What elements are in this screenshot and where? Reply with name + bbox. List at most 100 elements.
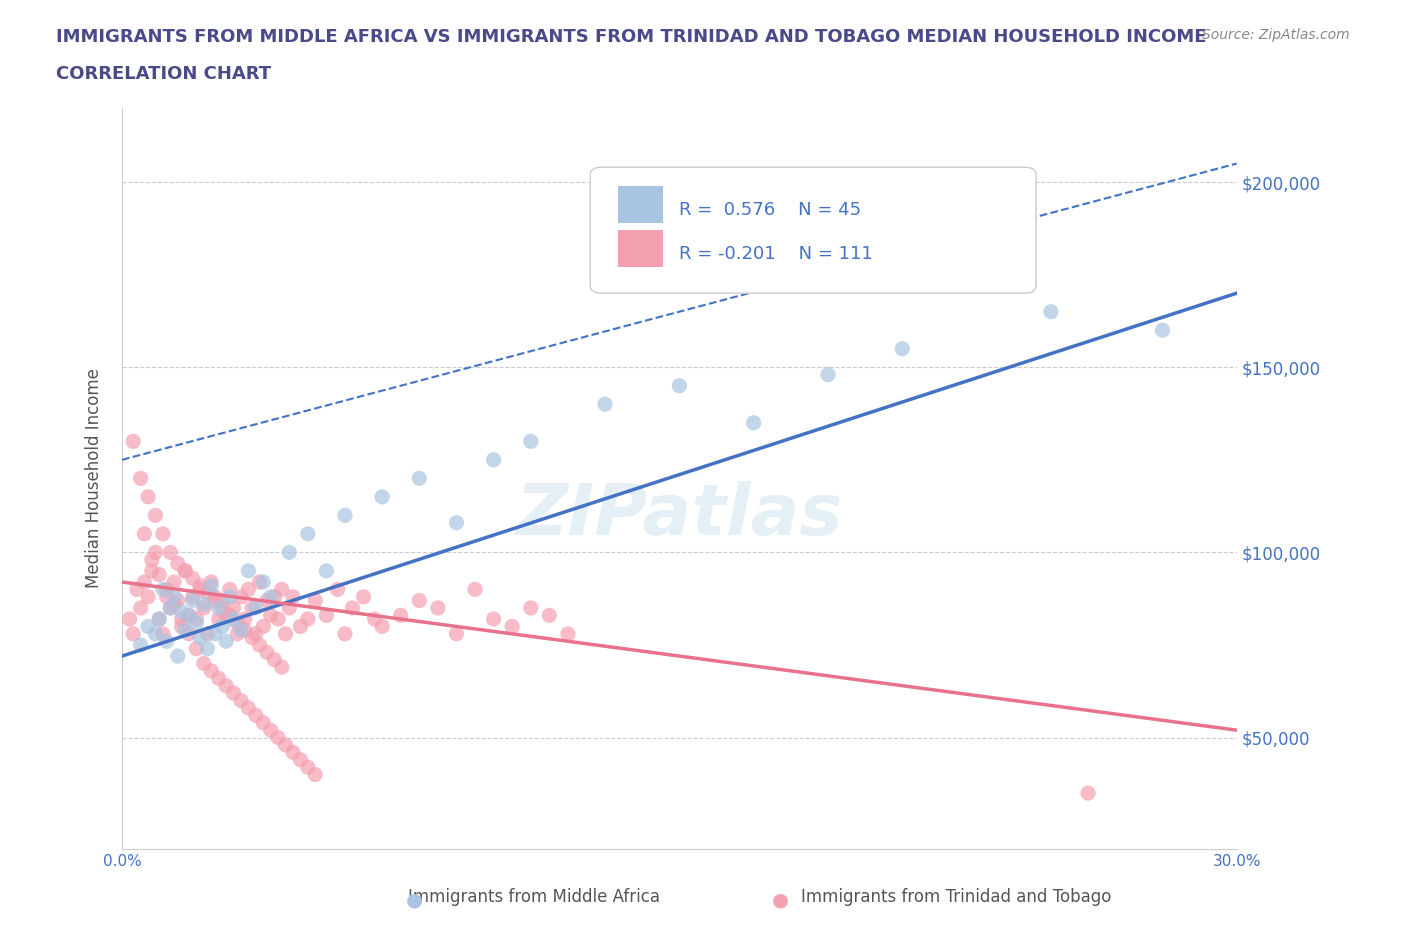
Point	[163, 590, 186, 604]
Point	[166, 593, 188, 608]
Point	[156, 590, 179, 604]
Point	[181, 590, 204, 604]
Text: R =  0.576    N = 45: R = 0.576 N = 45	[679, 201, 862, 219]
Text: ●: ●	[406, 891, 423, 910]
Point	[256, 593, 278, 608]
Point	[122, 627, 145, 642]
Point	[204, 593, 226, 608]
Point	[249, 638, 271, 653]
Point	[218, 590, 240, 604]
Point	[163, 597, 186, 612]
Point	[129, 638, 152, 653]
Point	[159, 601, 181, 616]
Point	[240, 601, 263, 616]
Point	[278, 545, 301, 560]
Point	[208, 612, 231, 627]
Point	[136, 619, 159, 634]
Point	[333, 508, 356, 523]
Point	[742, 416, 765, 431]
Point	[166, 556, 188, 571]
Point	[129, 601, 152, 616]
Point	[229, 623, 252, 638]
Point	[170, 612, 193, 627]
FancyBboxPatch shape	[619, 186, 662, 223]
Point	[174, 564, 197, 578]
Point	[129, 471, 152, 485]
Point	[215, 634, 238, 649]
Point	[163, 575, 186, 590]
Point	[256, 644, 278, 659]
Point	[226, 627, 249, 642]
Point	[260, 590, 283, 604]
Point	[211, 619, 233, 634]
Point	[215, 608, 238, 623]
Point	[174, 623, 197, 638]
Point	[152, 526, 174, 541]
Point	[141, 564, 163, 578]
Point	[519, 601, 541, 616]
Point	[482, 452, 505, 467]
Point	[315, 608, 337, 623]
Point	[152, 582, 174, 597]
Point	[188, 631, 211, 645]
Point	[229, 590, 252, 604]
Point	[148, 612, 170, 627]
Point	[177, 608, 200, 623]
Point	[229, 693, 252, 708]
Point	[501, 619, 523, 634]
Point	[197, 627, 219, 642]
Point	[267, 730, 290, 745]
Point	[218, 608, 240, 623]
Point	[260, 723, 283, 737]
Point	[557, 627, 579, 642]
Point	[145, 627, 167, 642]
Text: Source: ZipAtlas.com: Source: ZipAtlas.com	[1202, 28, 1350, 42]
Point	[270, 582, 292, 597]
Point	[371, 489, 394, 504]
Point	[364, 612, 387, 627]
Point	[222, 612, 245, 627]
Point	[238, 700, 260, 715]
Point	[817, 367, 839, 382]
Point	[297, 612, 319, 627]
Point	[152, 627, 174, 642]
Point	[177, 627, 200, 642]
Point	[304, 767, 326, 782]
Point	[204, 590, 226, 604]
Point	[538, 608, 561, 623]
Point	[215, 678, 238, 693]
Point	[446, 627, 468, 642]
Point	[263, 590, 285, 604]
Point	[1039, 304, 1062, 319]
FancyBboxPatch shape	[619, 231, 662, 267]
Point	[408, 593, 430, 608]
Point	[197, 586, 219, 601]
Point	[134, 575, 156, 590]
Point	[218, 582, 240, 597]
Text: IMMIGRANTS FROM MIDDLE AFRICA VS IMMIGRANTS FROM TRINIDAD AND TOBAGO MEDIAN HOUS: IMMIGRANTS FROM MIDDLE AFRICA VS IMMIGRA…	[56, 28, 1206, 46]
Point	[304, 593, 326, 608]
Point	[245, 627, 267, 642]
Point	[181, 571, 204, 586]
Text: R = -0.201    N = 111: R = -0.201 N = 111	[679, 245, 873, 263]
Point	[252, 575, 274, 590]
Point	[464, 582, 486, 597]
Point	[891, 341, 914, 356]
Text: ZIPatlas: ZIPatlas	[516, 481, 844, 550]
Point	[342, 601, 364, 616]
Point	[222, 601, 245, 616]
Point	[181, 593, 204, 608]
Point	[208, 601, 231, 616]
Point	[186, 641, 208, 656]
Point	[148, 567, 170, 582]
Point	[315, 564, 337, 578]
Point	[245, 601, 267, 616]
Point	[593, 397, 616, 412]
Point	[408, 471, 430, 485]
Point	[141, 552, 163, 567]
Point	[177, 608, 200, 623]
Point	[252, 619, 274, 634]
Point	[297, 526, 319, 541]
Point	[245, 708, 267, 723]
Point	[211, 601, 233, 616]
